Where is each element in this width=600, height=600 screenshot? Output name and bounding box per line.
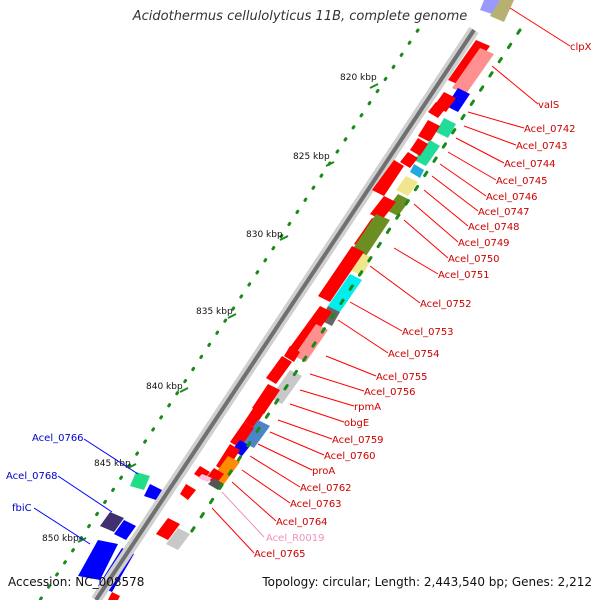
gene-label[interactable]: Acel_0753 <box>402 327 454 338</box>
gene-arrow-forward[interactable] <box>428 102 446 118</box>
gene-arrow-forward[interactable] <box>386 194 410 216</box>
gene-arrow-forward[interactable] <box>206 468 224 484</box>
gene-label[interactable]: Acel_0755 <box>376 372 428 383</box>
gene-label[interactable]: Acel_0763 <box>290 499 342 510</box>
gene-arrow-forward[interactable] <box>410 138 428 156</box>
gene-labels-right <box>211 7 571 554</box>
gene-label[interactable]: proA <box>312 466 335 477</box>
gene-label[interactable]: clpX <box>570 42 592 53</box>
gene-label[interactable]: Acel_0746 <box>486 192 538 203</box>
gene-label[interactable]: Acel_0743 <box>516 141 568 152</box>
gene-label[interactable]: Acel_0749 <box>458 238 510 249</box>
genome-backbone <box>94 28 476 600</box>
gene-arrow-forward[interactable] <box>288 306 332 356</box>
gene-box-reverse[interactable] <box>114 520 136 540</box>
scale-tick-label: 845 kbp <box>94 459 131 469</box>
scale-tick-label: 830 kbp <box>246 230 283 240</box>
gene-label[interactable]: Acel_0759 <box>332 435 384 446</box>
scale-tick: 840 kbp <box>146 382 189 393</box>
gene-label[interactable]: obgE <box>344 418 369 429</box>
gene-label[interactable]: Acel_0747 <box>478 207 530 218</box>
map-title: Acidothermus cellulolyticus 11B, complet… <box>132 9 468 24</box>
gene-box-reverse[interactable] <box>480 0 500 14</box>
gene-arrow-forward[interactable] <box>284 346 300 362</box>
gene-label-list-right: clpX valS Acel_0742 Acel_0743 Acel_0744 … <box>254 42 592 560</box>
gene-label[interactable]: Acel_0762 <box>300 483 352 494</box>
gene-arrow-forward[interactable] <box>372 160 404 196</box>
scale-tick: 820 kbp <box>340 73 379 89</box>
forward-strand-genes <box>108 0 514 600</box>
accession-label: Accession: NC_008578 <box>8 575 145 589</box>
gene-label[interactable]: Acel_0768 <box>6 471 58 482</box>
gene-arrow-forward[interactable] <box>328 274 362 312</box>
scale-tick: 830 kbp <box>246 230 289 241</box>
gene-arrow-forward[interactable] <box>244 404 266 428</box>
gene-label[interactable]: Acel_0742 <box>524 124 576 135</box>
scale-tick: 835 kbp <box>196 307 237 319</box>
gene-arrow-forward[interactable] <box>490 0 514 22</box>
gene-arrow-forward[interactable] <box>180 484 196 500</box>
gene-label[interactable]: Acel_0754 <box>388 349 440 360</box>
gene-arrow-forward[interactable] <box>242 420 270 448</box>
gene-label[interactable]: Acel_0751 <box>438 270 490 281</box>
gene-box-reverse[interactable] <box>100 512 124 532</box>
scale-tick-label: 835 kbp <box>196 307 233 317</box>
gene-arrow-forward[interactable] <box>418 120 440 142</box>
scale-tick: 825 kbp <box>293 152 335 167</box>
gene-arrow-forward[interactable] <box>108 592 120 600</box>
gene-arrow-forward[interactable] <box>266 356 292 384</box>
gene-label-list-left: Acel_0766 Acel_0768 fbiC <box>6 433 84 514</box>
gene-label[interactable]: fbiC <box>12 503 32 514</box>
gene-arrow-forward[interactable] <box>166 528 190 550</box>
scale-tick-label: 850 kbp <box>42 534 79 544</box>
gc-track-inner <box>184 28 522 542</box>
gene-box-reverse[interactable] <box>144 484 162 500</box>
gene-arrow-forward[interactable] <box>436 118 456 138</box>
scale-tick-label: 820 kbp <box>340 73 377 83</box>
gene-arrow-forward[interactable] <box>414 140 440 166</box>
gene-arrow-forward[interactable] <box>400 152 418 168</box>
gene-label[interactable]: rpmA <box>354 402 381 413</box>
gene-labels-left <box>33 438 139 545</box>
gene-arrow-forward[interactable] <box>410 164 424 178</box>
gene-label[interactable]: Acel_0744 <box>504 159 556 170</box>
gene-box-reverse[interactable] <box>130 472 150 490</box>
gene-arrow-forward[interactable] <box>396 176 418 196</box>
scale-ticks: 820 kbp 825 kbp 830 kbp 835 kbp 840 kbp … <box>42 73 379 544</box>
gene-arrow-forward[interactable] <box>156 518 180 540</box>
gene-label[interactable]: valS <box>538 100 559 111</box>
gene-label[interactable]: Acel_0750 <box>448 254 500 265</box>
scale-tick: 845 kbp <box>94 459 137 469</box>
gene-label[interactable]: Acel_0765 <box>254 549 306 560</box>
gene-label[interactable]: Acel_R0019 <box>266 533 325 544</box>
gene-label[interactable]: Acel_0748 <box>468 222 520 233</box>
gene-label[interactable]: Acel_0745 <box>496 176 548 187</box>
gene-arrow-forward[interactable] <box>198 474 212 482</box>
gene-arrow-forward[interactable] <box>370 196 396 220</box>
gene-label[interactable]: Acel_0756 <box>364 387 416 398</box>
gene-arrow-forward[interactable] <box>446 88 470 112</box>
gene-label[interactable]: Acel_0766 <box>32 433 84 444</box>
genome-summary: Topology: circular; Length: 2,443,540 bp… <box>262 575 592 589</box>
gene-arrow-forward[interactable] <box>318 246 364 302</box>
gene-box-reverse[interactable] <box>78 540 118 580</box>
gene-label[interactable]: Acel_0764 <box>276 517 328 528</box>
gene-arrow-forward[interactable] <box>294 324 328 362</box>
gene-label[interactable]: Acel_0752 <box>420 299 472 310</box>
scale-tick: 850 kbp <box>42 534 87 544</box>
scale-tick-label: 825 kbp <box>293 152 330 162</box>
scale-tick-label: 840 kbp <box>146 382 183 392</box>
gene-arrow-forward[interactable] <box>352 214 390 256</box>
gene-arrow-forward[interactable] <box>350 252 372 276</box>
gene-arrow-forward[interactable] <box>452 48 494 94</box>
gene-arrow-forward[interactable] <box>230 422 254 448</box>
gene-label[interactable]: Acel_0760 <box>324 451 376 462</box>
